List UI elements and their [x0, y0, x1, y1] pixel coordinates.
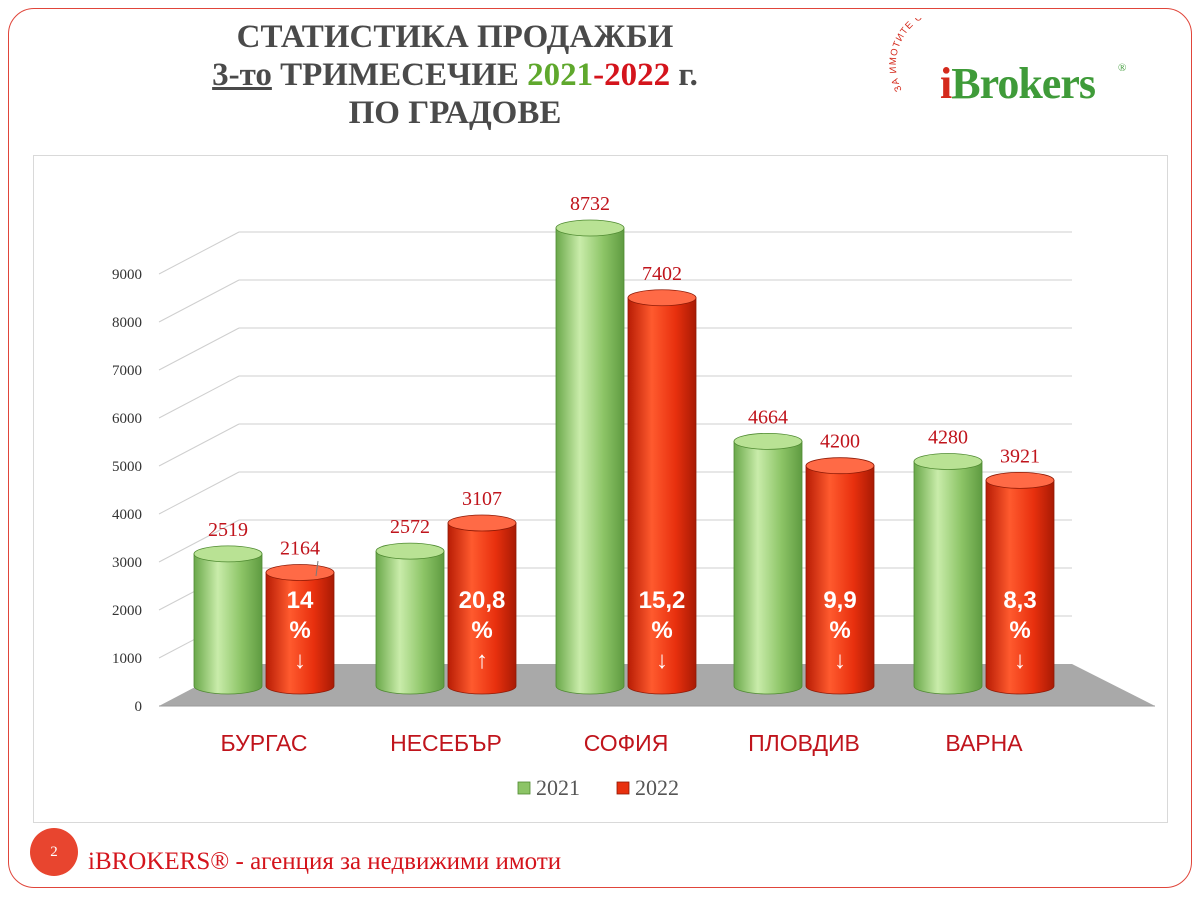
gridline-diagonal	[158, 375, 240, 419]
data-label-2022-5: 3921	[1000, 445, 1040, 467]
legend-label-2022: 2022	[635, 775, 679, 800]
bar-top-2022-5	[985, 471, 1055, 489]
gridline-diagonal	[158, 471, 240, 515]
legend-swatch-2021	[517, 781, 531, 795]
gridline-diagonal	[158, 279, 240, 323]
title-quarter-word: ТРИМЕСЕЧИЕ	[280, 57, 519, 93]
legend-swatch-2022	[616, 781, 630, 795]
bar-2021-5	[913, 461, 983, 695]
change-label-4-line-3: ↓	[834, 647, 846, 674]
bar-2021-1	[193, 553, 263, 695]
data-label-2021-4: 4664	[748, 406, 788, 428]
change-label-3-line-3: ↓	[656, 647, 668, 674]
y-tick-label: 5000	[112, 459, 142, 475]
title-line-2: 3-то ТРИМЕСЕЧИЕ 2021-2022 г.	[130, 56, 780, 94]
bar-2022-1	[265, 572, 335, 695]
y-tick-label: 3000	[112, 555, 142, 571]
y-tick-label: 8000	[112, 315, 142, 331]
bar-2021-3	[555, 227, 625, 695]
change-label-2-line-3: ↑	[476, 647, 488, 674]
gridline-diagonal	[158, 327, 240, 371]
gridline-diagonal	[158, 231, 240, 275]
change-label-2-line-2: %	[471, 617, 492, 644]
bar-2022-3	[627, 297, 697, 695]
ibrokers-logo: ЗА ИМОТИТЕ ОТ ОПИТ iBrokers ®	[880, 3, 1140, 118]
bar-top-2021-1	[193, 545, 263, 563]
change-label-1-line-1: 14	[287, 587, 314, 614]
x-category-label: ВАРНА	[945, 730, 1023, 756]
bar-2022-5	[985, 479, 1055, 695]
data-label-2022-3: 7402	[642, 263, 682, 285]
logo-brokers: Brokers	[951, 59, 1096, 108]
chart-legend: 2021 2022	[517, 775, 679, 800]
bar-top-2021-2	[375, 542, 445, 560]
y-tick-label: 7000	[112, 363, 142, 379]
x-category-label: БУРГАС	[221, 730, 308, 756]
y-tick-label: 0	[135, 699, 143, 715]
bar-top-2022-1	[265, 564, 335, 581]
change-label-5-line-1: 8,3	[1003, 587, 1036, 614]
sales-bar-chart: 0 1000 2000 3000 4000 5000 6000 7000 8000 9000 251…	[112, 193, 1155, 800]
data-label-2021-2: 2572	[390, 516, 430, 538]
bar-top-2022-3	[627, 289, 697, 307]
bar-2022-2	[447, 522, 517, 695]
footer-text: iBROKERS® - агенция за недвижими имоти	[88, 848, 562, 875]
change-label-4-line-2: %	[829, 617, 850, 644]
title-line-1: СТАТИСТИКА ПРОДАЖБИ	[236, 19, 674, 55]
title-line-3: ПО ГРАДОВЕ	[348, 95, 562, 131]
change-label-1-line-3: ↓	[294, 647, 306, 674]
x-category-label: ПЛОВДИВ	[748, 730, 860, 756]
change-label-5-line-2: %	[1009, 617, 1030, 644]
legend-label-2021: 2021	[536, 775, 580, 800]
y-tick-label: 6000	[112, 411, 142, 427]
bar-2021-4	[733, 440, 803, 695]
title-year-2021: 2021	[527, 57, 594, 93]
data-label-2022-4: 4200	[820, 431, 860, 453]
bar-top-2022-2	[447, 514, 517, 532]
x-category-label: НЕСЕБЪР	[390, 730, 502, 756]
bar-top-2021-5	[913, 453, 983, 470]
bar-top-2021-3	[555, 219, 625, 237]
change-label-3-line-2: %	[651, 617, 672, 644]
data-label-2021-3: 8732	[570, 193, 610, 215]
title-year-suffix: г.	[678, 57, 698, 93]
data-label-2022-2: 3107	[462, 488, 502, 510]
x-category-label: СОФИЯ	[584, 730, 669, 756]
title-year-2022: 2022	[604, 57, 671, 93]
page-number-badge: 2	[30, 828, 78, 876]
logo-arc-text: ЗА ИМОТИТЕ ОТ ОПИТ	[888, 3, 965, 94]
title-dash: -	[593, 57, 605, 93]
y-tick-label: 2000	[112, 603, 142, 619]
slide-frame	[8, 8, 1192, 888]
logo-i: i	[940, 59, 952, 108]
bar-top-2021-4	[733, 432, 803, 450]
gridline-diagonal	[158, 423, 240, 467]
slide-title: СТАТИСТИКА ПРОДАЖБИ 3-то ТРИМЕСЕЧИЕ 2021…	[130, 18, 780, 132]
data-label-2021-1: 2519	[208, 519, 248, 541]
logo-registered-mark: ®	[1118, 62, 1127, 74]
y-tick-label: 4000	[112, 507, 142, 523]
label-leader-line	[315, 560, 319, 577]
logo-wordmark: iBrokers	[940, 59, 1096, 108]
title-quarter: 3-то	[212, 57, 272, 93]
change-label-3-line-1: 15,2	[639, 587, 686, 614]
data-label-2022-1: 2164	[280, 537, 320, 559]
gridline-diagonal	[158, 519, 240, 563]
chart-area: 0 1000 2000 3000 4000 5000 6000 7000 8000 9000 251…	[33, 155, 1168, 823]
change-label-5-line-3: ↓	[1014, 647, 1026, 674]
bar-2021-2	[375, 550, 445, 695]
bar-top-2022-4	[805, 457, 875, 475]
bar-2022-4	[805, 465, 875, 695]
data-label-2021-5: 4280	[928, 427, 968, 449]
y-tick-label: 9000	[112, 267, 142, 283]
change-label-2-line-1: 20,8	[459, 587, 506, 614]
change-label-4-line-1: 9,9	[823, 587, 856, 614]
y-tick-label: 1000	[112, 651, 142, 667]
change-label-1-line-2: %	[289, 617, 310, 644]
